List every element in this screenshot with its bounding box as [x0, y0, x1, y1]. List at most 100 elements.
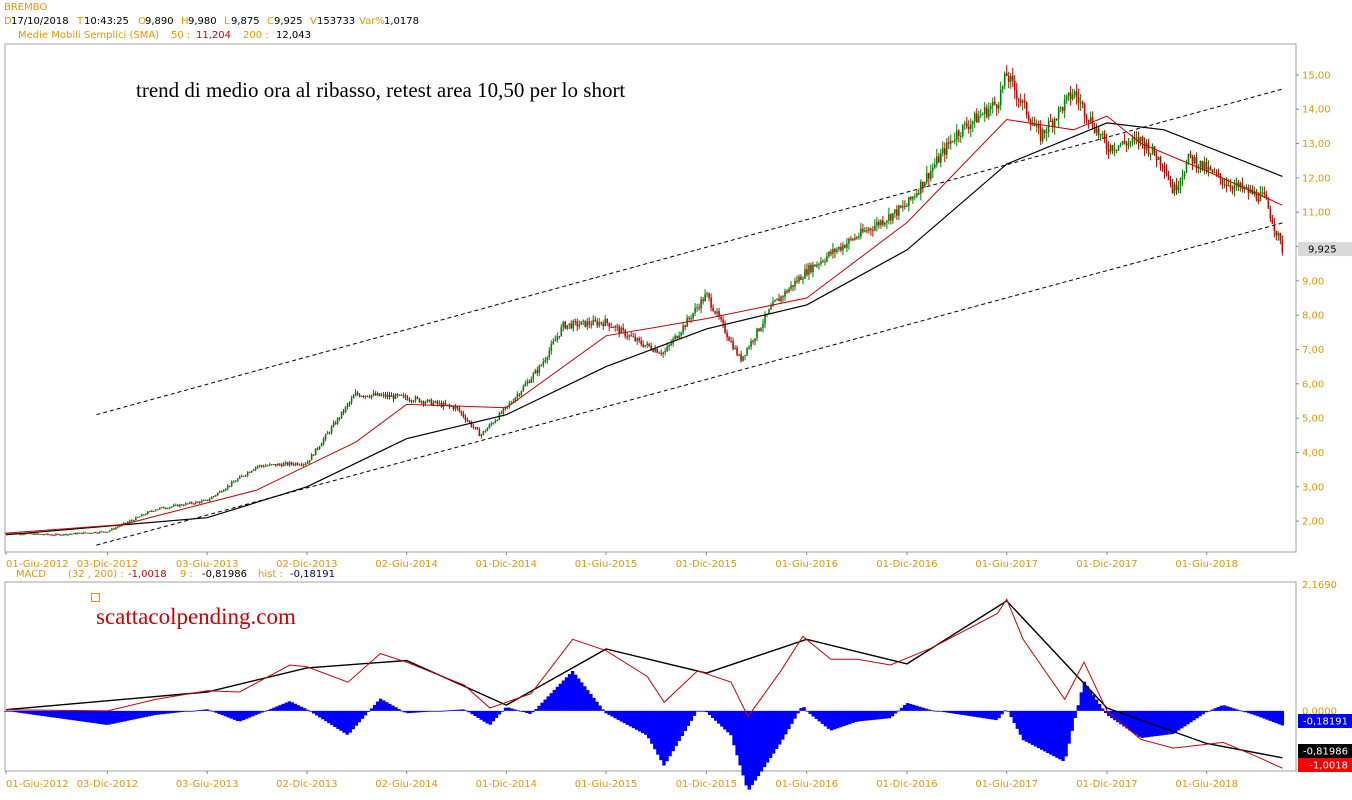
hist-bar: [193, 710, 197, 712]
hist-bar: [616, 710, 620, 720]
y-tick-label: 3,00: [1302, 482, 1324, 493]
hist-bar: [488, 710, 493, 725]
hist-bar: [455, 709, 459, 711]
hist-bar: [522, 710, 526, 713]
hist-bar: [254, 710, 258, 716]
hist-bar: [972, 710, 977, 717]
candle-body: [937, 156, 940, 163]
candle-body: [85, 532, 87, 534]
candle-body: [534, 370, 537, 374]
candle-body: [936, 156, 938, 165]
candle-body: [1157, 156, 1160, 160]
candle-body: [758, 328, 760, 331]
candle-body: [726, 332, 728, 338]
hist-bar: [1027, 710, 1032, 744]
hist-bar: [342, 710, 346, 733]
candle-body: [1129, 141, 1132, 143]
sma200-label: 200 :: [243, 30, 269, 41]
candles: [5, 65, 1284, 537]
candle-body: [460, 411, 463, 414]
hist-bar: [631, 710, 636, 729]
candle-body: [394, 394, 397, 399]
hist-bar: [348, 710, 352, 733]
x-tick-label: 01-Dic-2015: [676, 559, 737, 570]
candle-body: [280, 464, 283, 467]
candle-body: [214, 495, 217, 497]
candle-body: [23, 534, 25, 536]
hist-bar: [1067, 710, 1071, 744]
hist-bar: [848, 710, 852, 725]
candle-body: [1073, 91, 1076, 95]
candle-body: [1123, 141, 1126, 144]
candle-body: [832, 248, 834, 254]
hist-bar: [793, 710, 797, 719]
candle-body: [101, 531, 103, 533]
hist-bar: [1140, 710, 1144, 738]
candle-body: [470, 421, 473, 427]
hist-bar: [1192, 710, 1196, 721]
candle-body: [814, 264, 816, 267]
candle-body: [896, 209, 898, 216]
y-tick-label: 5,00: [1302, 414, 1324, 425]
hist-label: hist :: [258, 569, 283, 580]
hist-bar: [1079, 692, 1084, 711]
y-tick-label: 12,00: [1302, 173, 1331, 184]
candle-body: [598, 322, 601, 326]
candle-body: [1187, 153, 1190, 163]
readout-key: Var%: [359, 16, 385, 27]
hist-bar: [1043, 710, 1047, 752]
candle-body: [1035, 124, 1038, 127]
hist-bar: [717, 710, 721, 724]
candle-body: [1049, 120, 1052, 122]
candle-body: [256, 466, 259, 468]
macd-y-label: 2,1690: [1302, 580, 1337, 591]
candle-body: [1175, 184, 1178, 191]
y-tick-label: 8,00: [1302, 311, 1324, 322]
readout-key: T: [77, 16, 84, 27]
hist-bar: [1119, 710, 1123, 725]
candle-body: [384, 394, 387, 397]
candle-body: [1115, 149, 1118, 151]
hist-bar: [235, 710, 240, 722]
hist-bar: [543, 699, 547, 711]
hist-bar: [220, 710, 224, 716]
candle-body: [348, 402, 351, 405]
candle-body: [129, 520, 131, 522]
candle-body: [979, 114, 982, 116]
candle-body: [578, 324, 581, 327]
hist-bar: [528, 710, 532, 714]
candle-body: [1017, 98, 1020, 101]
candle-body: [262, 465, 265, 467]
hist-bar: [640, 710, 645, 734]
y-tick-label: 14,00: [1302, 105, 1331, 116]
candle-body: [402, 395, 405, 397]
candle-body: [21, 534, 23, 536]
candle-body: [546, 357, 549, 361]
candle-body: [900, 205, 902, 208]
candle-body: [714, 311, 716, 314]
hist-bar: [290, 702, 295, 711]
hist-bar: [1186, 710, 1190, 725]
hist-bar: [1158, 710, 1163, 736]
candle-body: [1147, 142, 1150, 155]
candle-body: [164, 508, 167, 510]
candle-body: [1231, 187, 1234, 190]
hist-bar: [1210, 709, 1214, 711]
readout-key: D: [4, 16, 12, 27]
candle-body: [1205, 161, 1208, 172]
candle-body: [476, 427, 479, 430]
hist-bar: [1280, 710, 1285, 726]
hist-bar: [1222, 705, 1227, 711]
hist-bar: [251, 710, 255, 717]
candle-body: [520, 391, 523, 395]
hist-bar: [299, 706, 304, 711]
candle-body: [292, 464, 295, 466]
sma50-value: 11,204: [196, 30, 231, 41]
candle-body: [1161, 165, 1164, 168]
candle-body: [969, 124, 972, 129]
x-tick-label: 01-Giu-2018: [1175, 779, 1238, 790]
candle-body: [712, 307, 714, 312]
hist-bar: [1277, 710, 1282, 725]
hist-bar: [704, 710, 709, 713]
